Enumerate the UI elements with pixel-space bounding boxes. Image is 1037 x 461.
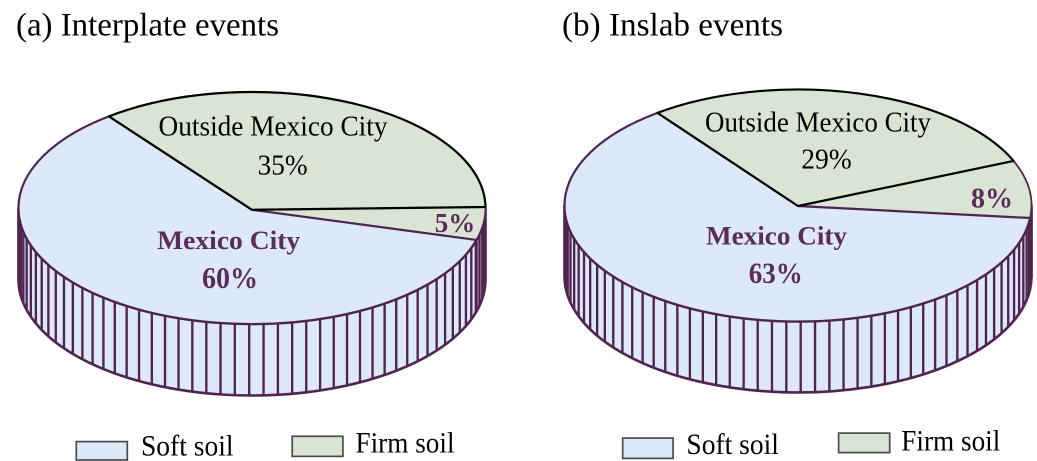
- svg-text:60%: 60%: [202, 260, 258, 295]
- svg-text:Outside Mexico City: Outside Mexico City: [705, 108, 931, 139]
- svg-text:8%: 8%: [971, 183, 1013, 215]
- svg-text:Mexico City: Mexico City: [706, 221, 848, 251]
- svg-text:Outside Mexico City: Outside Mexico City: [159, 111, 388, 142]
- svg-text:5%: 5%: [435, 208, 476, 238]
- svg-text:35%: 35%: [258, 151, 308, 182]
- svg-text:63%: 63%: [749, 257, 803, 290]
- svg-text:Firm soil: Firm soil: [901, 426, 1000, 458]
- svg-text:29%: 29%: [801, 145, 852, 176]
- svg-text:Firm soil: Firm soil: [356, 428, 455, 460]
- svg-text:(b) Inslab events: (b) Inslab events: [562, 8, 783, 44]
- svg-text:Soft soil: Soft soil: [686, 429, 779, 461]
- svg-text:Mexico City: Mexico City: [157, 225, 301, 255]
- svg-text:Soft soil: Soft soil: [141, 430, 234, 461]
- svg-text:(a) Interplate events: (a) Interplate events: [16, 8, 279, 44]
